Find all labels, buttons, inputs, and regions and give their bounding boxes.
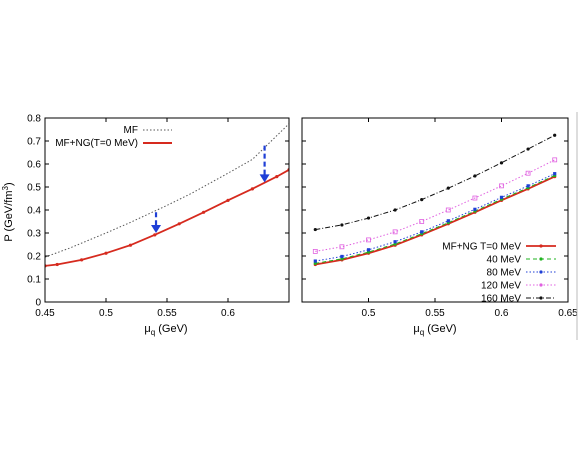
data-point	[473, 207, 477, 211]
right-plot-area	[312, 133, 558, 267]
data-point	[446, 219, 450, 223]
legend-label-mf: MF	[124, 125, 138, 136]
data-point	[313, 227, 317, 232]
arrow-head-1	[259, 174, 270, 183]
data-point	[552, 157, 558, 163]
y-tick-label: 0.7	[27, 137, 41, 148]
data-point	[312, 248, 318, 254]
left-x-axis-label: μq (GeV)	[144, 323, 187, 337]
data-point	[393, 240, 397, 244]
right-plot-frame	[301, 117, 569, 303]
data-point	[177, 222, 181, 226]
data-point	[366, 216, 371, 220]
y-tick-label: 0.5	[27, 183, 41, 194]
y-tick-label: 0.8	[27, 114, 41, 125]
x-tick-label: 0.45	[35, 308, 55, 319]
series-line-3	[315, 159, 555, 252]
data-point	[366, 248, 371, 252]
series-line-0	[45, 123, 289, 258]
left-legend: MF MF+NG(T=0 MeV)	[55, 125, 172, 149]
data-point	[80, 258, 84, 262]
right-x-ticks: 0.5 0.55 0.6 0.65	[362, 118, 578, 319]
legend-label-mf-ng: MF+NG(T=0 MeV)	[55, 138, 138, 149]
data-point	[128, 243, 132, 247]
series-line-1	[315, 175, 555, 264]
data-point	[392, 229, 398, 235]
right-legend: MF+NG T=0 MeV 40 MeV 80 MeV 120 MeV 160 MeV	[442, 242, 556, 305]
y-tick-label: 0.3	[27, 229, 41, 240]
data-point	[472, 195, 478, 201]
legend-label-3: 120 MeV	[481, 281, 521, 292]
data-point	[226, 198, 230, 202]
left-x-ticks: 0.45 0.5 0.55 0.6	[35, 118, 235, 319]
series-line-1	[45, 169, 289, 267]
y-tick-label: 0.6	[27, 160, 41, 171]
data-point	[553, 133, 557, 137]
legend-marker-3	[539, 283, 543, 287]
data-point	[420, 230, 424, 234]
data-point	[499, 183, 504, 189]
legend-marker-2	[539, 270, 543, 274]
data-point	[553, 172, 557, 176]
y-tick-label: 0.2	[27, 252, 41, 263]
legend-marker-1	[539, 257, 543, 261]
x-tick-label: 0.6	[495, 308, 509, 319]
data-point	[526, 147, 530, 151]
data-point	[153, 233, 157, 237]
x-tick-label: 0.65	[558, 308, 578, 319]
x-tick-label: 0.55	[425, 308, 445, 319]
left-y-axis-label: P (GeV/fm3)	[1, 182, 15, 241]
data-point	[393, 208, 397, 212]
right-x-axis-label: μq (GeV)	[413, 323, 456, 337]
legend-marker-0	[539, 244, 543, 248]
legend-label-1: 40 MeV	[487, 255, 522, 266]
data-point	[202, 210, 206, 214]
left-y-ticks: 0 0.1 0.2 0.3 0.4 0.5 0.6 0.7 0.8	[27, 114, 289, 309]
data-point	[340, 223, 344, 227]
data-point	[473, 174, 477, 178]
y-tick-label: 0	[35, 298, 41, 309]
data-point	[446, 186, 450, 190]
y-tick-label: 0.4	[27, 206, 41, 217]
data-point	[499, 161, 504, 165]
data-point	[419, 219, 425, 224]
x-tick-label: 0.5	[362, 308, 376, 319]
series-line-4	[315, 134, 555, 231]
data-point	[445, 207, 451, 213]
right-y-ticks	[302, 117, 568, 303]
left-plot-area	[45, 123, 289, 268]
right-panel: 0.5 0.55 0.6 0.65 μq (GeV) MF+NG T=0 MeV 40 …	[301, 117, 578, 337]
data-point	[340, 254, 344, 259]
legend-label-2: 80 MeV	[487, 268, 522, 279]
legend-label-0: MF+NG T=0 MeV	[442, 242, 521, 253]
data-point	[339, 244, 345, 250]
data-point	[55, 262, 59, 267]
data-point	[420, 198, 424, 202]
x-tick-label: 0.5	[99, 308, 113, 319]
data-point	[499, 195, 504, 199]
data-point	[526, 184, 530, 188]
series-line-0	[315, 175, 556, 266]
arrow-head-0	[151, 225, 162, 233]
data-point	[366, 237, 371, 243]
y-tick-label: 0.1	[27, 275, 41, 286]
x-tick-label: 0.55	[157, 308, 177, 319]
data-point	[525, 170, 531, 176]
data-point	[250, 187, 254, 191]
data-point	[313, 259, 317, 263]
left-panel: 0.45 0.5 0.55 0.6 0 0.1 0.2 0.3 0.4 0.5 0.6 0.7 0.8…	[1, 114, 290, 337]
legend-marker-4	[539, 296, 543, 300]
x-tick-label: 0.6	[221, 308, 235, 319]
legend-label-4: 160 MeV	[481, 294, 521, 305]
data-point	[275, 175, 279, 179]
data-point	[104, 251, 108, 255]
